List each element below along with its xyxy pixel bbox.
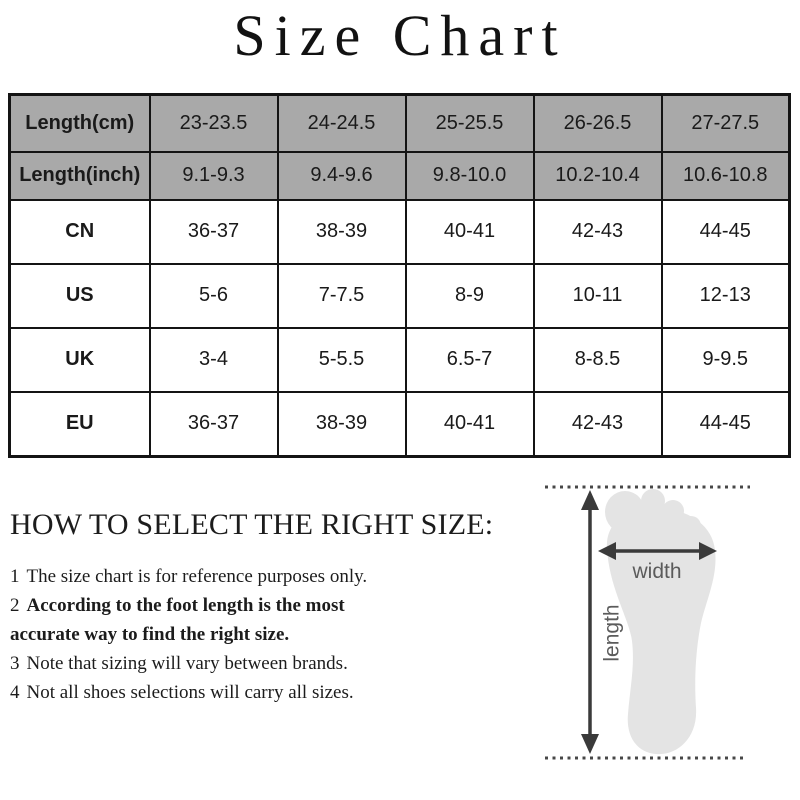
guide-item-number: 4 [10, 682, 20, 703]
table-cell: 6.5-7 [404, 326, 535, 393]
row-label-uk: UK [8, 326, 151, 393]
table-cell: 10.6-10.8 [660, 150, 791, 201]
table-cell: 8-9 [404, 262, 535, 329]
guide-item-3: 3 Note that sizing will vary between bran… [10, 649, 402, 678]
row-label-cn: CN [8, 198, 151, 265]
table-cell: 7-7.5 [276, 262, 407, 329]
size-guide-section: HOW TO SELECT THE RIGHT SIZE: 1 The size … [10, 508, 540, 707]
foot-measure-diagram: length width [545, 485, 750, 760]
row-label-length-cm: Length(cm) [8, 93, 151, 153]
table-cell: 9.8-10.0 [404, 150, 535, 201]
table-cell: 38-39 [276, 198, 407, 265]
length-label: length [601, 604, 624, 661]
row-label-eu: EU [8, 390, 151, 458]
table-cell: 44-45 [660, 390, 791, 458]
row-label-length-inch: Length(inch) [8, 150, 151, 201]
width-arrow-icon [598, 542, 717, 560]
table-cell: 5-5.5 [276, 326, 407, 393]
table-cell: 27-27.5 [660, 93, 791, 153]
table-row-length-cm: Length(cm) 23-23.5 24-24.5 25-25.5 26-26… [8, 93, 791, 153]
guide-item-1: 1 The size chart is for reference purpose… [10, 562, 402, 591]
table-cell: 26-26.5 [532, 93, 663, 153]
guide-item-text: Not all shoes selections will carry all … [26, 682, 354, 703]
guide-item-4: 4 Not all shoes selections will carry all… [10, 678, 402, 707]
table-cell: 40-41 [404, 198, 535, 265]
guide-item-number: 3 [10, 653, 20, 674]
table-cell: 9.4-9.6 [276, 150, 407, 201]
width-label: width [631, 560, 681, 583]
table-cell: 9.1-9.3 [148, 150, 279, 201]
size-table: Length(cm) 23-23.5 24-24.5 25-25.5 26-26… [8, 93, 791, 458]
guide-item-number: 2 [10, 595, 20, 616]
guide-item-text: The size chart is for reference purposes… [26, 566, 368, 587]
table-row-cn: CN 36-37 38-39 40-41 42-43 44-45 [8, 198, 791, 265]
table-cell: 23-23.5 [148, 93, 279, 153]
guide-list: 1 The size chart is for reference purpose… [10, 562, 402, 707]
footprint-icon [605, 489, 716, 755]
table-cell: 10-11 [532, 262, 663, 329]
guide-heading: HOW TO SELECT THE RIGHT SIZE: [10, 508, 494, 541]
table-cell: 24-24.5 [276, 93, 407, 153]
length-arrow-icon [581, 490, 599, 754]
table-cell: 9-9.5 [660, 326, 791, 393]
table-row-uk: UK 3-4 5-5.5 6.5-7 8-8.5 9-9.5 [8, 326, 791, 393]
table-cell: 36-37 [148, 198, 279, 265]
table-cell: 3-4 [148, 326, 279, 393]
guide-item-text: Note that sizing will vary between brand… [26, 653, 348, 674]
guide-item-2: 2 According to the foot length is the mos… [10, 591, 402, 649]
guide-item-text: According to the foot length is the most… [10, 595, 345, 645]
guide-item-number: 1 [10, 566, 20, 587]
table-cell: 42-43 [532, 390, 663, 458]
table-cell: 25-25.5 [404, 93, 535, 153]
page-title: Size Chart [233, 3, 567, 68]
table-row-us: US 5-6 7-7.5 8-9 10-11 12-13 [8, 262, 791, 329]
table-cell: 10.2-10.4 [532, 150, 663, 201]
table-row-length-inch: Length(inch) 9.1-9.3 9.4-9.6 9.8-10.0 10… [8, 150, 791, 201]
table-cell: 44-45 [660, 198, 791, 265]
table-row-eu: EU 36-37 38-39 40-41 42-43 44-45 [8, 390, 791, 458]
table-cell: 8-8.5 [532, 326, 663, 393]
row-label-us: US [8, 262, 151, 329]
table-cell: 36-37 [148, 390, 279, 458]
table-cell: 5-6 [148, 262, 279, 329]
table-cell: 40-41 [404, 390, 535, 458]
table-cell: 12-13 [660, 262, 791, 329]
table-cell: 38-39 [276, 390, 407, 458]
table-cell: 42-43 [532, 198, 663, 265]
